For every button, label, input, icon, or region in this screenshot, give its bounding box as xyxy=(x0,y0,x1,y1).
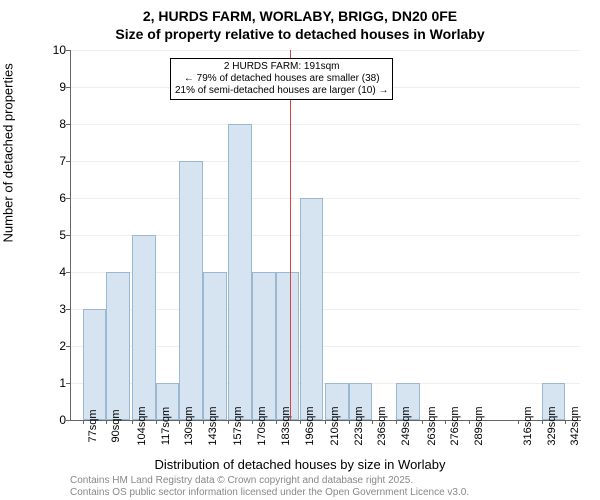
x-tick-label: 249sqm xyxy=(400,406,412,445)
y-tick xyxy=(66,346,70,347)
x-tick xyxy=(349,420,350,424)
x-tick xyxy=(542,420,543,424)
x-tick xyxy=(565,420,566,424)
y-tick xyxy=(66,198,70,199)
x-tick-label: 143sqm xyxy=(207,406,219,445)
y-tick-label: 0 xyxy=(59,413,66,427)
x-tick xyxy=(372,420,373,424)
y-tick xyxy=(66,272,70,273)
x-tick-label: 130sqm xyxy=(183,406,195,445)
x-tick-label: 170sqm xyxy=(256,406,268,445)
annotation-line: ← 79% of detached houses are smaller (38… xyxy=(175,73,388,85)
annotation-line: 21% of semi-detached houses are larger (… xyxy=(175,85,388,97)
x-tick xyxy=(300,420,301,424)
x-tick-label: 117sqm xyxy=(160,407,172,445)
x-tick xyxy=(445,420,446,424)
x-tick xyxy=(276,420,277,424)
x-tick xyxy=(132,420,133,424)
y-tick-label: 2 xyxy=(59,339,66,353)
x-tick-label: 196sqm xyxy=(304,406,316,445)
x-tick-label: 276sqm xyxy=(449,406,461,445)
chart-container: 2, HURDS FARM, WORLABY, BRIGG, DN20 0FE … xyxy=(0,0,600,500)
y-tick xyxy=(66,420,70,421)
y-tick xyxy=(66,161,70,162)
x-tick-label: 329sqm xyxy=(546,406,558,445)
x-tick-label: 316sqm xyxy=(522,406,534,445)
plot-area xyxy=(70,50,581,421)
footer-line1: Contains HM Land Registry data © Crown c… xyxy=(70,475,413,486)
y-axis-label: Number of detached properties xyxy=(1,63,16,242)
y-tick-label: 8 xyxy=(59,117,66,131)
x-tick-label: 210sqm xyxy=(329,406,341,445)
y-tick xyxy=(66,309,70,310)
x-tick xyxy=(156,420,157,424)
y-tick-label: 9 xyxy=(59,80,66,94)
x-tick-label: 104sqm xyxy=(136,406,148,445)
x-tick xyxy=(396,420,397,424)
x-tick-label: 289sqm xyxy=(473,406,485,445)
x-tick xyxy=(422,420,423,424)
y-tick xyxy=(66,383,70,384)
x-tick-label: 342sqm xyxy=(569,406,581,445)
x-tick-label: 157sqm xyxy=(232,406,244,445)
y-tick-label: 10 xyxy=(53,43,66,57)
x-tick xyxy=(203,420,204,424)
x-tick xyxy=(325,420,326,424)
y-tick-label: 1 xyxy=(59,376,66,390)
x-tick xyxy=(252,420,253,424)
x-tick xyxy=(228,420,229,424)
y-tick-label: 4 xyxy=(59,265,66,279)
x-tick xyxy=(179,420,180,424)
y-tick xyxy=(66,50,70,51)
x-tick-label: 223sqm xyxy=(353,406,365,445)
footer-line2: Contains OS public sector information li… xyxy=(70,487,469,498)
y-tick xyxy=(66,235,70,236)
annotation-box: 2 HURDS FARM: 191sqm← 79% of detached ho… xyxy=(170,58,393,100)
annotation-line: 2 HURDS FARM: 191sqm xyxy=(175,61,388,73)
y-tick-label: 7 xyxy=(59,154,66,168)
y-tick-label: 6 xyxy=(59,191,66,205)
x-tick-label: 90sqm xyxy=(110,409,122,442)
marker-line xyxy=(290,50,291,420)
x-tick-label: 77sqm xyxy=(87,409,99,442)
x-tick-label: 263sqm xyxy=(426,406,438,445)
y-tick xyxy=(66,124,70,125)
title-sub: Size of property relative to detached ho… xyxy=(0,26,600,42)
title-main: 2, HURDS FARM, WORLABY, BRIGG, DN20 0FE xyxy=(0,8,600,24)
x-tick xyxy=(83,420,84,424)
y-tick xyxy=(66,87,70,88)
x-axis-label: Distribution of detached houses by size … xyxy=(0,457,600,472)
x-tick xyxy=(469,420,470,424)
y-tick-label: 3 xyxy=(59,302,66,316)
x-tick xyxy=(106,420,107,424)
y-tick-label: 5 xyxy=(59,228,66,242)
x-tick-label: 236sqm xyxy=(376,406,388,445)
x-tick xyxy=(518,420,519,424)
